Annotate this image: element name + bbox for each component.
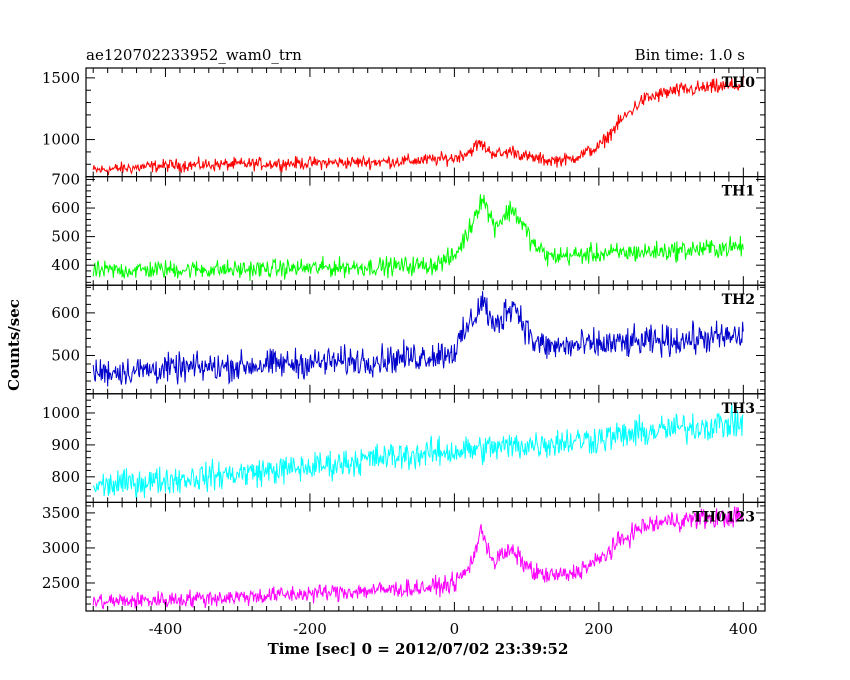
series-th2-line bbox=[92, 291, 744, 387]
y-tick-label: 900 bbox=[51, 436, 80, 454]
y-tick-label: 2500 bbox=[42, 574, 80, 592]
x-tick-label: 0 bbox=[450, 620, 460, 638]
y-tick-label: 700 bbox=[51, 170, 80, 188]
panel-frame bbox=[85, 67, 766, 178]
series-th1-line bbox=[92, 194, 744, 281]
panel-th3: 800 900 1000 TH3 bbox=[42, 393, 766, 503]
panel-label-th0: TH0 bbox=[722, 75, 756, 91]
panel-label-th0123: TH0123 bbox=[692, 509, 755, 525]
y-tick-label: 800 bbox=[51, 468, 80, 486]
panel-th2: 500 600 TH2 bbox=[51, 284, 766, 395]
panel-label-th1: TH1 bbox=[722, 184, 755, 200]
series-th0-line bbox=[92, 75, 744, 176]
y-axis-title: Counts/sec bbox=[5, 299, 23, 391]
panel-label-th2: TH2 bbox=[722, 292, 755, 308]
panel-frame bbox=[85, 501, 766, 612]
y-tick-label: 1000 bbox=[42, 404, 80, 422]
panel-th0: 1000 1500 TH0 bbox=[42, 67, 766, 178]
y-tick-label: 600 bbox=[51, 304, 80, 322]
panels: 1000 1500 TH0 400 500 600 700 TH1 500 600 TH2 800 90… bbox=[42, 67, 766, 638]
y-tick-label: 500 bbox=[51, 346, 80, 364]
panel-frame bbox=[85, 393, 766, 503]
panel-frame bbox=[85, 176, 766, 286]
x-axis-title: Time [sec] 0 = 2012/07/02 23:39:52 bbox=[268, 640, 569, 658]
series-th0123-line bbox=[92, 506, 744, 610]
y-tick-label: 1000 bbox=[42, 131, 80, 149]
x-tick-label: 200 bbox=[585, 620, 614, 638]
chart-title: ae120702233952_wam0_trn bbox=[86, 46, 302, 64]
panel-label-th3: TH3 bbox=[722, 401, 755, 417]
y-tick-label: 3500 bbox=[42, 504, 80, 522]
x-tick-label: 400 bbox=[729, 620, 758, 638]
series-th3-line bbox=[92, 403, 744, 500]
bin-time-label: Bin time: 1.0 s bbox=[635, 46, 745, 64]
y-tick-label: 400 bbox=[51, 256, 80, 274]
y-tick-label: 1500 bbox=[42, 69, 80, 87]
x-tick-label: -200 bbox=[293, 620, 327, 638]
y-tick-label: 3000 bbox=[42, 539, 80, 557]
x-tick-label: -400 bbox=[149, 620, 183, 638]
panel-th1: 400 500 600 700 TH1 bbox=[51, 170, 766, 286]
y-tick-label: 600 bbox=[51, 199, 80, 217]
panel-th0123: 2500 3000 3500 TH0123 bbox=[42, 501, 766, 612]
y-tick-label: 500 bbox=[51, 228, 80, 246]
